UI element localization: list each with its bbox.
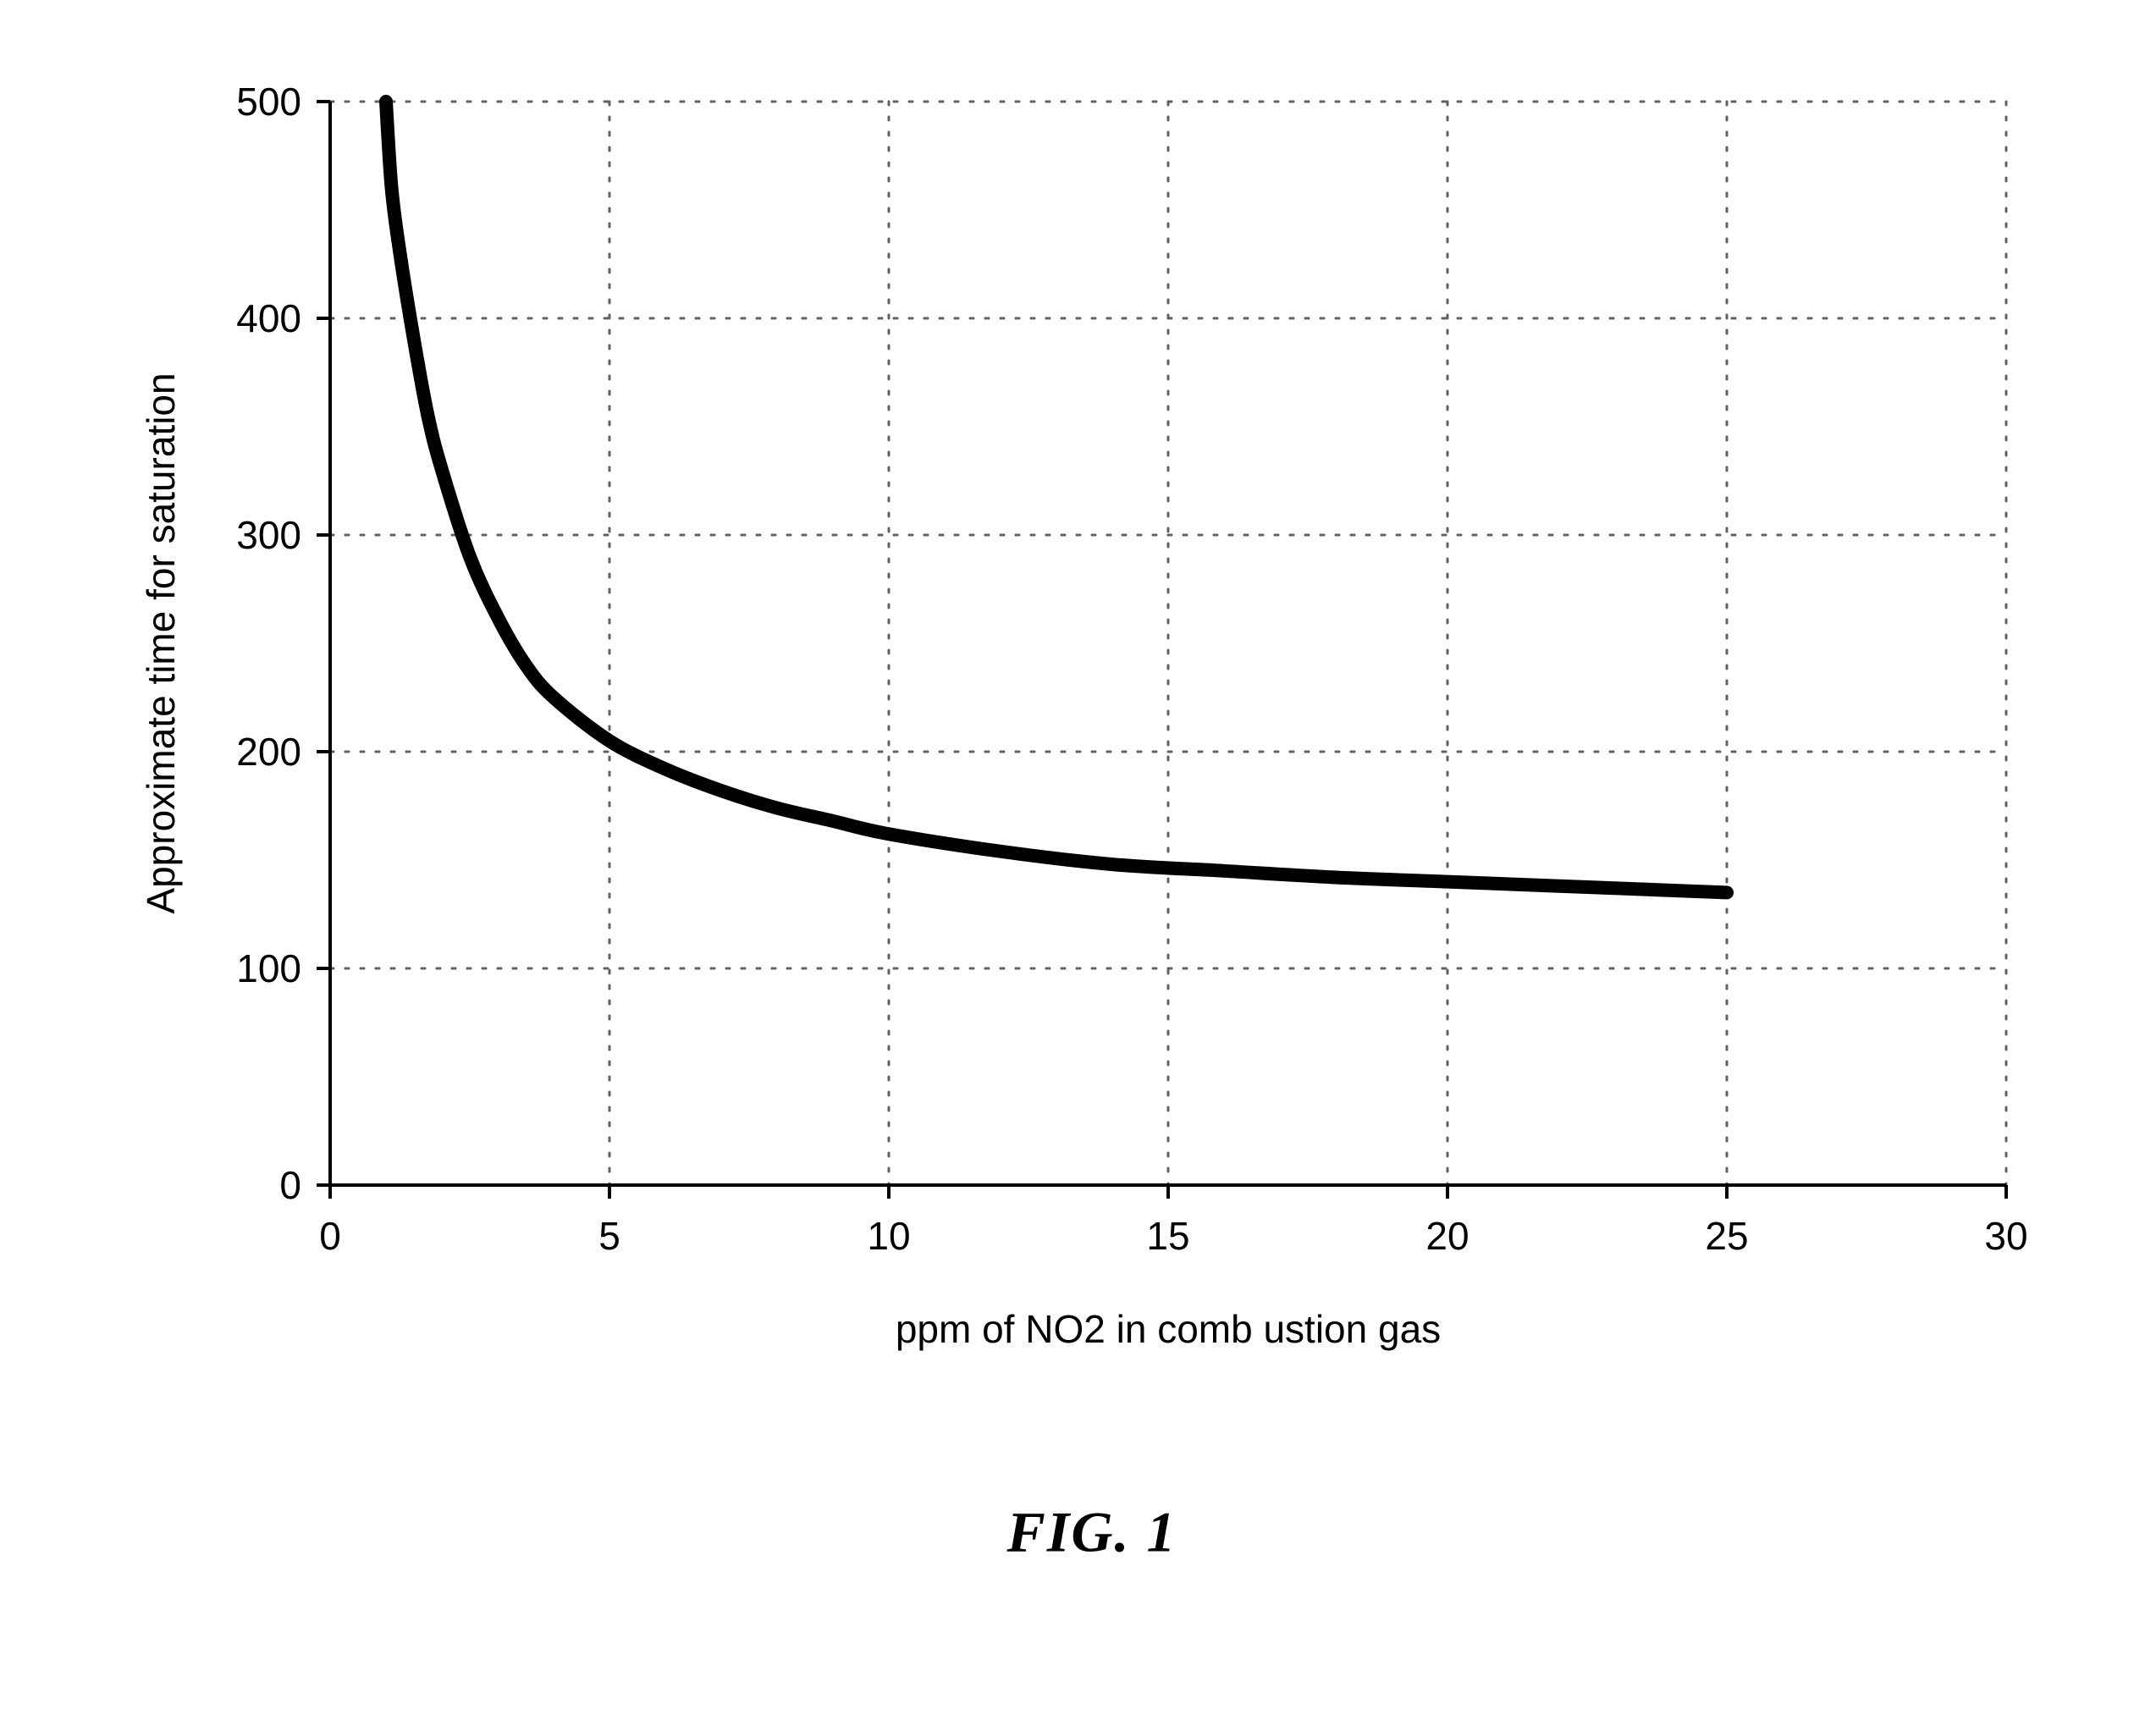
ytick-label: 200 (236, 729, 301, 775)
figure-caption: FIG. 1 (1007, 1499, 1177, 1566)
xtick-label: 30 (1984, 1213, 2027, 1259)
saturation-chart (0, 0, 2156, 1715)
y-axis-label: Approximate time for saturation (138, 372, 184, 913)
xtick-label: 15 (1146, 1213, 1189, 1259)
ytick-label: 500 (236, 79, 301, 124)
xtick-label: 10 (867, 1213, 910, 1259)
ytick-label: 300 (236, 512, 301, 558)
xtick-label: 20 (1425, 1213, 1469, 1259)
xtick-label: 0 (319, 1213, 341, 1259)
x-axis-label: ppm of NO2 in comb ustion gas (896, 1306, 1441, 1352)
xtick-label: 5 (598, 1213, 620, 1259)
ytick-label: 100 (236, 946, 301, 991)
ytick-label: 0 (279, 1162, 301, 1208)
xtick-label: 25 (1705, 1213, 1748, 1259)
ytick-label: 400 (236, 295, 301, 341)
